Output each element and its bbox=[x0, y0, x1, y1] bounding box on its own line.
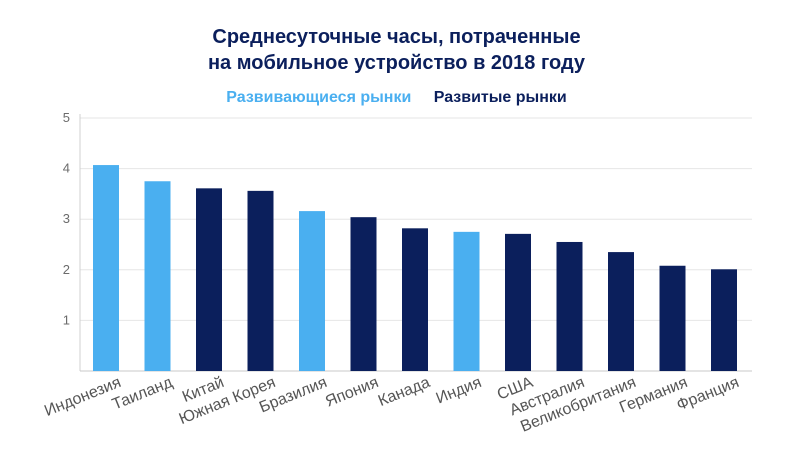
x-tick-label: Таиланд bbox=[110, 374, 176, 414]
bar-13 bbox=[711, 269, 737, 371]
x-tick-label: Канада bbox=[376, 374, 433, 410]
bar-4 bbox=[247, 190, 274, 371]
bar-12 bbox=[659, 265, 686, 371]
y-tick-label: 5 bbox=[63, 110, 70, 125]
y-tick-label: 4 bbox=[63, 161, 70, 176]
chart-title: Среднесуточные часы, потраченные на моби… bbox=[0, 24, 793, 76]
legend-item-developed: Развитые рынки bbox=[433, 89, 567, 106]
bar-11 bbox=[608, 252, 634, 371]
bar-5 bbox=[299, 211, 325, 371]
legend-item-emerging: Развивающиеся рынки bbox=[226, 89, 412, 106]
bar-6 bbox=[350, 217, 377, 371]
x-tick-label: Япония bbox=[323, 374, 381, 411]
bar-10 bbox=[556, 241, 583, 371]
bar-8 bbox=[453, 231, 480, 371]
bar-2 bbox=[144, 181, 171, 371]
chart-title-line-1: Среднесуточные часы, потраченные bbox=[212, 26, 581, 48]
chart-legend: Развивающиеся рынки Развитые рынки bbox=[0, 89, 793, 107]
bar-7 bbox=[402, 228, 428, 371]
bar-3 bbox=[196, 188, 222, 371]
x-tick-label: Индия bbox=[434, 374, 484, 407]
bar-1 bbox=[93, 165, 119, 371]
bar-9 bbox=[505, 233, 531, 371]
y-tick-label: 1 bbox=[63, 312, 70, 327]
chart-title-line-2: на мобильное устройство в 2018 году bbox=[207, 52, 586, 74]
y-tick-label: 2 bbox=[63, 262, 70, 277]
y-tick-label: 3 bbox=[63, 211, 70, 226]
